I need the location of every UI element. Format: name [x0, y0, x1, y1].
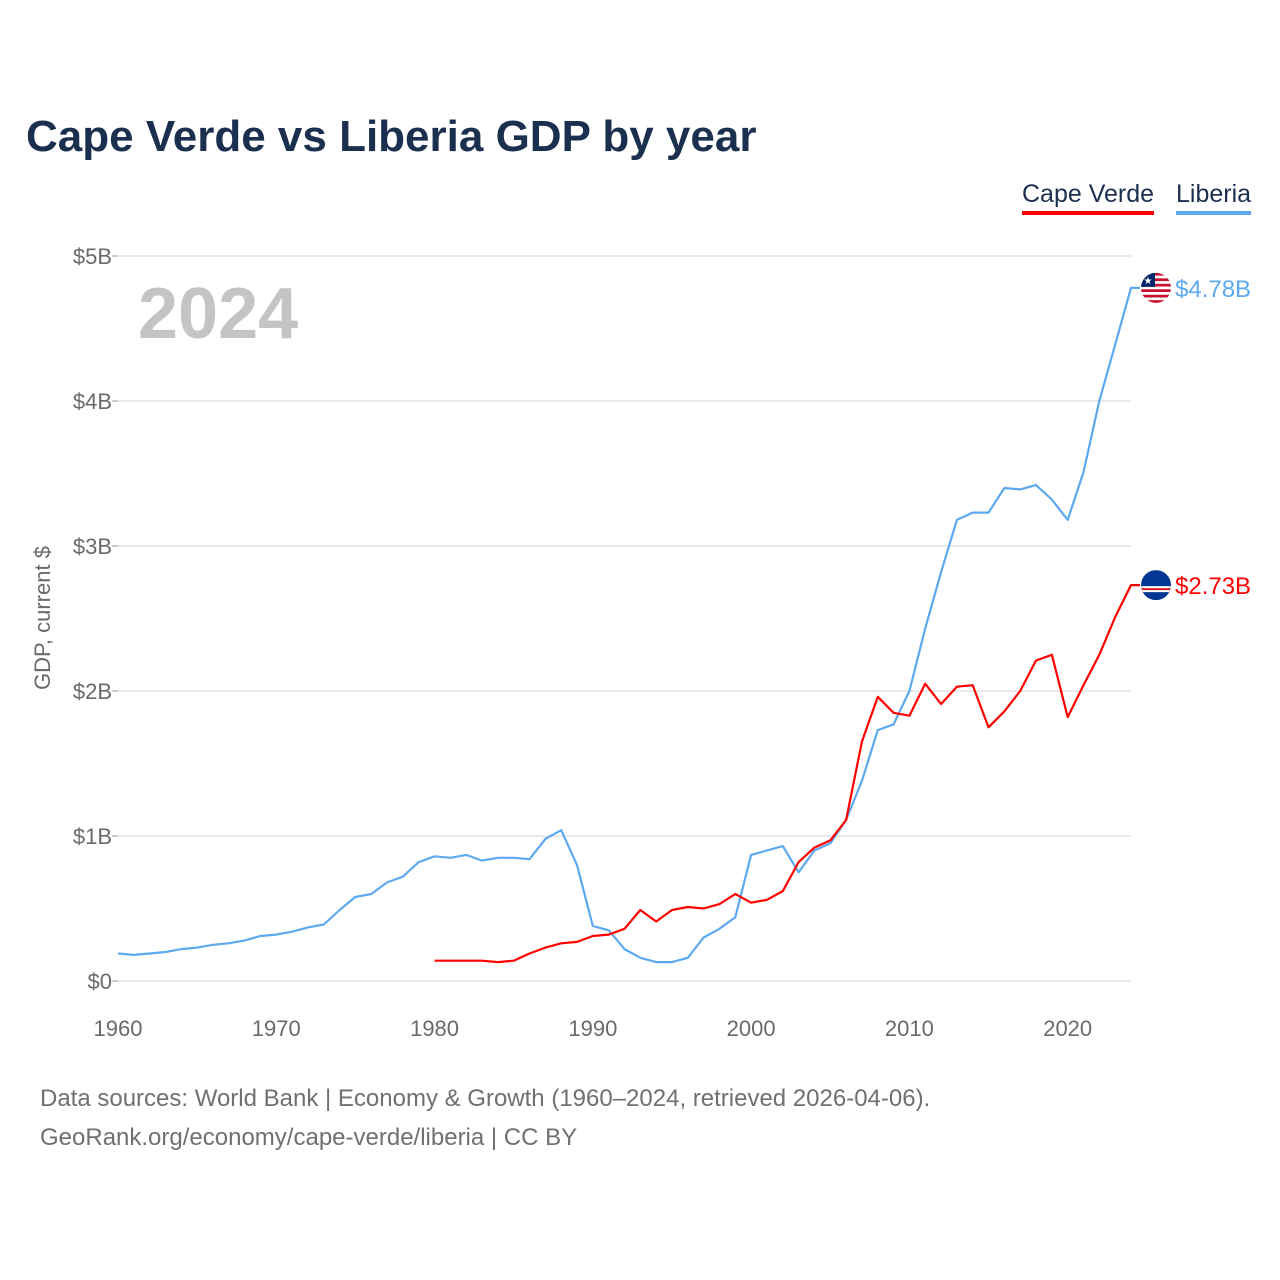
x-tick-label: 2010: [885, 1016, 934, 1041]
legend-liberia[interactable]: Liberia: [1176, 180, 1252, 215]
y-tick-label: $5B: [73, 244, 112, 269]
x-tick-label: 1990: [568, 1016, 617, 1041]
line-chart: 2024 $0 $1B $2B $3B $4B $5B 1960 1970 1980 1990 200…: [30, 244, 1251, 1041]
end-value-label: $2.73B: [1175, 573, 1251, 600]
series-line-liberia: [117, 286, 1140, 964]
y-tick-label: $2B: [73, 679, 112, 704]
footer-sources: Data sources: World Bank | Economy & Gro…: [40, 1085, 931, 1112]
end-value-label: $4.78B: [1175, 276, 1251, 303]
x-tick-label: 1970: [252, 1016, 301, 1041]
footer-attribution: GeoRank.org/economy/cape-verde/liberia |…: [40, 1124, 578, 1151]
svg-text:★: ★: [1144, 276, 1153, 287]
cape-verde-flag-icon: [1141, 570, 1171, 601]
x-tick-label: 2020: [1043, 1016, 1092, 1041]
liberia-flag-icon: ★: [1141, 272, 1171, 303]
legend-cape-verde[interactable]: Cape Verde: [1022, 180, 1155, 215]
x-tick-label: 1960: [94, 1016, 143, 1041]
y-tick-label: $0: [88, 969, 112, 994]
y-tick-label: $1B: [73, 824, 112, 849]
series-line-cape-verde: [434, 583, 1140, 964]
x-tick-label: 2000: [727, 1016, 776, 1041]
y-axis-label: GDP, current $: [30, 546, 55, 690]
year-watermark: 2024: [138, 274, 298, 354]
y-tick-label: $4B: [73, 389, 112, 414]
x-tick-label: 1980: [410, 1016, 459, 1041]
y-tick-label: $3B: [73, 534, 112, 559]
chart-title: Cape Verde vs Liberia GDP by year: [26, 112, 757, 161]
